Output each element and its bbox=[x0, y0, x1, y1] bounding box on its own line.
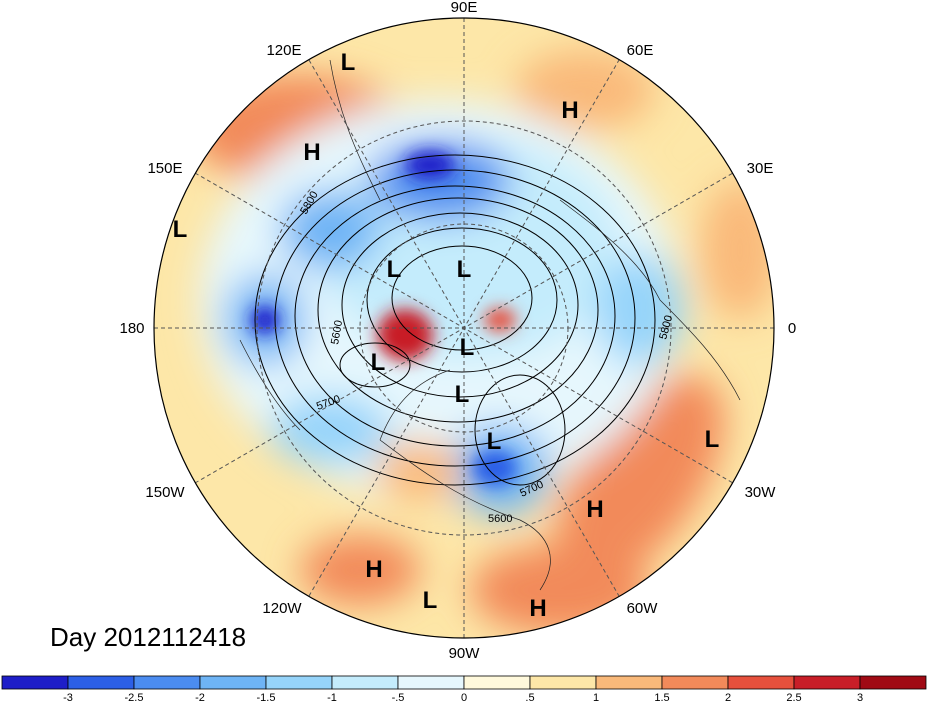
low-marker: L bbox=[705, 426, 720, 453]
lon-label-30w: 30W bbox=[745, 484, 777, 501]
low-marker: L bbox=[387, 256, 402, 283]
colorbar-swatch bbox=[397, 675, 465, 690]
lon-label-60e: 60E bbox=[627, 42, 654, 59]
colorbar-swatch bbox=[727, 675, 795, 690]
lon-label-90e: 90E bbox=[451, 0, 478, 16]
colorbar-swatch bbox=[661, 675, 729, 690]
lon-label-120w: 120W bbox=[262, 600, 302, 617]
colorbar-tick-label: 2 bbox=[725, 692, 731, 702]
high-marker: H bbox=[303, 139, 320, 166]
contour-label: 5600 bbox=[329, 319, 345, 345]
colorbar-swatch bbox=[265, 675, 333, 690]
colorbar-swatch bbox=[199, 675, 267, 690]
colorbar-tick-label: -2 bbox=[195, 692, 205, 702]
colorbar-swatch bbox=[133, 675, 201, 690]
low-marker: L bbox=[455, 381, 470, 408]
lon-label-30e: 30E bbox=[747, 160, 774, 177]
colorbar-tick-label: -3 bbox=[63, 692, 73, 702]
colorbar-tick-label: 1 bbox=[593, 692, 599, 702]
high-marker: H bbox=[529, 595, 546, 622]
colorbar-swatch bbox=[529, 675, 597, 690]
contour-label: 5600 bbox=[488, 513, 512, 525]
colorbar-swatch bbox=[595, 675, 663, 690]
colorbar-tick-label: 1.5 bbox=[654, 692, 669, 702]
colorbar-tick-label: -1 bbox=[327, 692, 337, 702]
colorbar-swatch bbox=[67, 675, 135, 690]
longitude-labels: 90E 120E 60E 150E 30E 180 0 150W 30W 120… bbox=[119, 0, 796, 662]
colorbar-swatch bbox=[859, 675, 927, 690]
graticule bbox=[154, 18, 774, 638]
low-marker: L bbox=[341, 49, 356, 76]
colorbar-swatch bbox=[463, 675, 531, 690]
low-marker: L bbox=[487, 428, 502, 455]
low-marker: L bbox=[423, 587, 438, 614]
lon-label-90w: 90W bbox=[449, 645, 481, 662]
map-boundary bbox=[153, 17, 775, 639]
lon-label-150e: 150E bbox=[147, 160, 182, 177]
colorbar-tick-label: 0 bbox=[461, 692, 467, 702]
low-marker: L bbox=[173, 216, 188, 243]
high-marker: H bbox=[561, 97, 578, 124]
lon-label-120e: 120E bbox=[266, 42, 301, 59]
colorbar-swatch bbox=[793, 675, 861, 690]
colorbar-tick-label: 2.5 bbox=[786, 692, 801, 702]
coastlines bbox=[239, 59, 741, 591]
low-marker: L bbox=[371, 349, 386, 376]
lon-label-150w: 150W bbox=[145, 484, 185, 501]
colorbar-tick-label: .5 bbox=[525, 692, 534, 702]
colorbar-tick-label: -.5 bbox=[392, 692, 405, 702]
low-marker: L bbox=[460, 334, 475, 361]
height-contours bbox=[254, 154, 656, 486]
colorbar: -3 -2.5 -2 -1.5 -1 -.5 0 .5 1 1.5 2 2.5 3 bbox=[1, 675, 927, 702]
colorbar-tick-label: -2.5 bbox=[125, 692, 144, 702]
pressure-system-markers: L H H L L L L L L L L H H L H bbox=[173, 49, 720, 622]
colorbar-tick-label: -1.5 bbox=[257, 692, 276, 702]
colorbar-tick-label: 3 bbox=[857, 692, 863, 702]
colorbar-swatch bbox=[1, 675, 69, 690]
day-label: Day 2012112418 bbox=[50, 622, 246, 652]
high-marker: H bbox=[365, 556, 382, 583]
lon-label-0: 0 bbox=[788, 320, 796, 337]
lon-label-180: 180 bbox=[119, 320, 144, 337]
high-marker: H bbox=[586, 496, 603, 523]
colorbar-swatch bbox=[331, 675, 399, 690]
anomaly-field bbox=[154, 18, 774, 638]
lon-label-60w: 60W bbox=[627, 600, 659, 617]
low-marker: L bbox=[457, 256, 472, 283]
